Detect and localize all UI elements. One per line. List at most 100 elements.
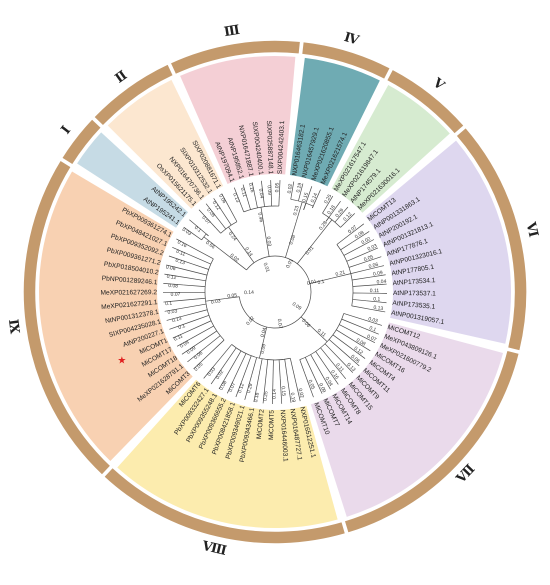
tip-stem [179, 276, 206, 282]
inner-branch-length: 0.02 [229, 253, 240, 264]
tip-branch [279, 378, 283, 404]
tip-branch-length: 0.07 [347, 224, 359, 235]
tip-stem [278, 359, 281, 379]
clade-sector-9 [39, 171, 193, 462]
tip-stem [272, 359, 274, 384]
tip-stem [350, 269, 365, 274]
tip-branch-length: 0.1 [373, 296, 381, 303]
tip-branch [364, 328, 379, 335]
leaf-label: NXP016446003.1 [279, 410, 289, 463]
tip-branch [172, 333, 183, 339]
tip-branch [169, 320, 194, 330]
tip-branch-length: 0.07 [171, 292, 181, 298]
tip-branch-length: 0.04 [324, 376, 334, 388]
tip-branch-length: 0.12 [237, 383, 246, 394]
tip-stem [192, 315, 210, 322]
clade-numeral-2: Ⅱ [113, 68, 131, 87]
leaf-label: AtNP173534.1 [392, 277, 436, 287]
tip-stem [284, 359, 290, 394]
clade-sector-1 [77, 132, 189, 228]
tip-stem [253, 192, 258, 208]
clade-ring-arc-2 [92, 62, 175, 128]
inner-branch-length: 0.24 [227, 231, 238, 243]
tip-branch [189, 219, 209, 237]
tip-branch [347, 355, 360, 367]
backbone-branch [309, 278, 332, 284]
tip-branch-length: 0.13 [231, 192, 240, 203]
leaf-label: PbNP001289246.1 [102, 275, 158, 286]
tip-stem [298, 193, 301, 202]
tip-branch-length: 0.1 [165, 300, 173, 307]
clade-arc [220, 221, 238, 234]
tip-branch [168, 255, 193, 265]
tip-branch [334, 206, 349, 223]
backbone-branch [225, 296, 240, 299]
tip-stem [200, 339, 225, 363]
tip-stem [352, 276, 371, 281]
clade-stem [260, 207, 265, 227]
tip-branch-length: 0.09 [317, 382, 327, 394]
tip-stem [221, 210, 232, 226]
tip-stem [185, 309, 208, 316]
tip-branch-length: 0.03 [206, 366, 217, 378]
tip-branch [193, 361, 202, 370]
tip-branch [290, 181, 295, 197]
tip-branch [304, 373, 314, 398]
tip-branch-length: 0.1 [178, 323, 187, 331]
backbone-arc [238, 255, 312, 329]
tip-branch [253, 392, 257, 403]
tip-stem [343, 313, 363, 320]
inner-branch-length: 0.28 [318, 220, 329, 232]
tip-branch-length: 0.09 [373, 270, 384, 278]
tip-stem [191, 232, 202, 241]
tip-branch-length: 0.11 [173, 333, 184, 343]
root-branch-length: 0.09 [291, 301, 303, 312]
clade-stem [312, 327, 328, 342]
branch-layer [162, 180, 387, 404]
tip-stem [324, 343, 347, 366]
tip-stem [328, 339, 349, 357]
inner-branch-length: 0.06 [300, 318, 311, 329]
tip-branch-length: 0.15 [301, 192, 310, 203]
tip-branch-length: 0.12 [342, 211, 353, 222]
tip-branch [343, 213, 355, 225]
clade-ring-arc-4 [300, 40, 392, 81]
tip-branch [312, 189, 321, 209]
tip-branch [164, 308, 180, 312]
tip-branch-length: 0.25 [323, 193, 333, 205]
tip-stem [225, 347, 237, 364]
tip-branch-length: 0.08 [168, 283, 178, 290]
root-branch-length: 0.07 [276, 318, 283, 329]
clade-arc [290, 198, 314, 207]
clade-numeral-4: Ⅳ [342, 30, 361, 49]
tip-branch-length: 0.04 [179, 339, 191, 349]
tip-stem [340, 241, 353, 251]
tip-branch [235, 378, 244, 398]
tip-branch [296, 386, 301, 402]
tip-stem [336, 238, 345, 245]
tip-stem [303, 203, 307, 210]
tip-branch [348, 337, 371, 352]
tip-branch [198, 209, 217, 229]
tip-branch-length: 0.07 [228, 382, 238, 394]
inner-branch-length: 0.08 [288, 234, 297, 245]
inner-branch-length: 0.05 [227, 293, 237, 300]
clade-ring-arc-6 [454, 126, 528, 352]
tip-stem [181, 320, 212, 335]
tip-branch-length: 0.12 [211, 200, 222, 212]
tip-branch-length: 0.29 [334, 207, 345, 218]
tip-branch-length: 0.05 [193, 361, 204, 372]
tip-stem [352, 299, 367, 302]
tip-stem [179, 303, 207, 310]
tip-stem [341, 318, 365, 329]
tip-branch [181, 342, 199, 355]
tip-branch-length: 0.06 [217, 193, 227, 205]
tip-branch [357, 256, 382, 265]
tip-branch-length: 0.08 [205, 207, 216, 219]
tip-branch [317, 384, 323, 394]
tip-branch [368, 247, 379, 253]
tip-stem [251, 357, 257, 376]
backbone-branch [297, 235, 320, 264]
tip-stem [190, 325, 214, 340]
tip-stem [241, 206, 245, 213]
